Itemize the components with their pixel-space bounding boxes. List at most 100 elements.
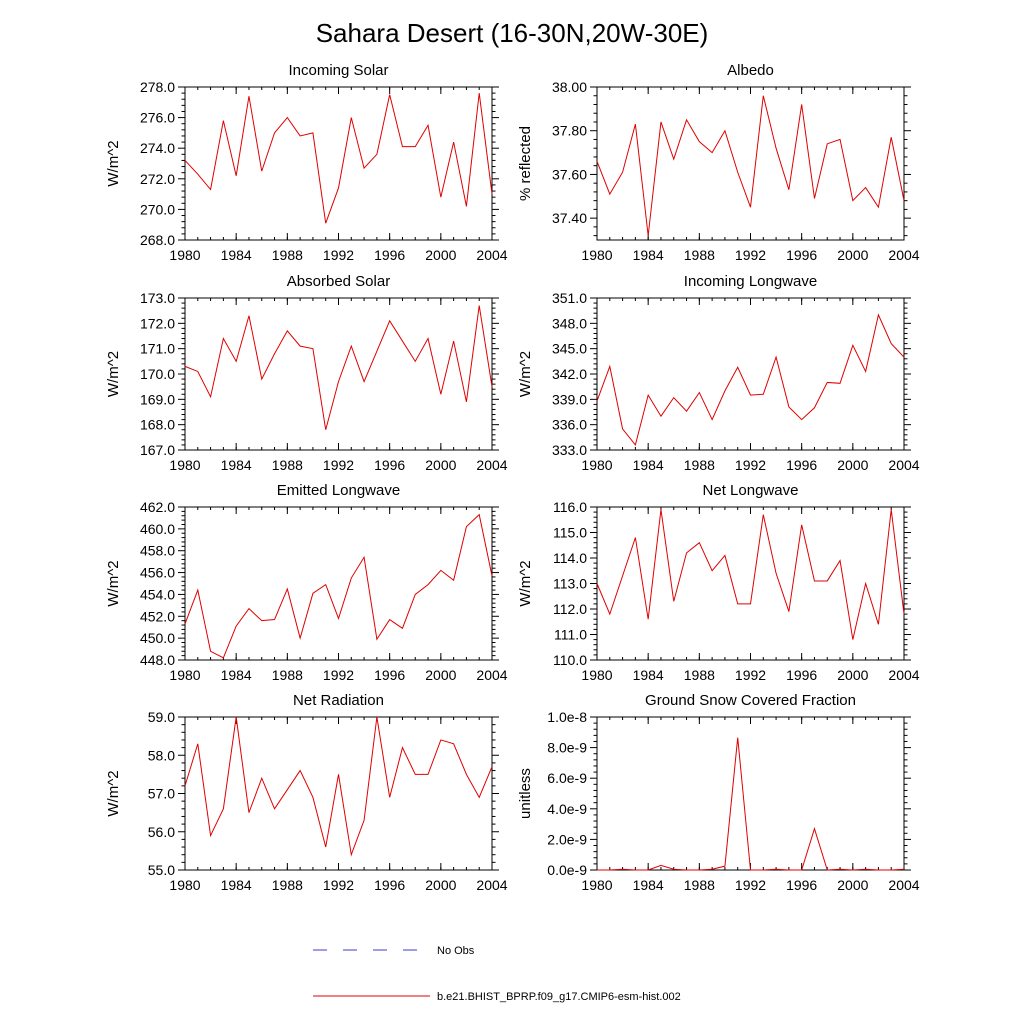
chart-panel: Incoming Solar W/m^2 1980 1984 1988 1992 1996 2… (105, 62, 508, 263)
x-tick-label: 2000 (837, 877, 868, 893)
x-tick-label: 2004 (476, 247, 507, 263)
y-tick-label: 59.0 (148, 709, 175, 725)
y-tick-label: 348.0 (552, 315, 587, 331)
y-tick-label: 56.0 (148, 824, 175, 840)
x-tick-label: 1984 (633, 667, 664, 683)
x-tick-label: 1980 (581, 877, 612, 893)
x-tick-label: 1996 (786, 667, 817, 683)
x-tick-label: 2000 (837, 667, 868, 683)
x-tick-label: 1980 (169, 877, 200, 893)
series-line (596, 313, 905, 447)
x-tick-label: 2004 (888, 457, 919, 473)
x-tick-label: 2004 (476, 457, 507, 473)
x-tick-label: 1984 (221, 667, 252, 683)
y-tick-label: 110.0 (553, 652, 587, 668)
y-axis-label: unitless (517, 768, 534, 819)
y-axis-label: W/m^2 (105, 560, 122, 606)
plot-frame (596, 716, 905, 871)
panel-title: Net Radiation (293, 692, 384, 709)
x-tick-label: 1988 (684, 457, 715, 473)
series-line (184, 305, 493, 430)
x-tick-label: 1980 (581, 247, 612, 263)
panel-title: Absorbed Solar (287, 273, 390, 290)
x-tick-label: 1992 (735, 667, 766, 683)
y-tick-label: 462.0 (140, 499, 175, 515)
y-tick-label: 114.0 (553, 550, 587, 566)
x-tick-label: 1988 (272, 877, 303, 893)
plot-frame (184, 716, 493, 871)
y-tick-label: 460.0 (140, 521, 175, 537)
y-tick-label: 458.0 (140, 543, 175, 559)
x-tick-label: 1996 (374, 667, 405, 683)
x-tick-label: 1996 (374, 247, 405, 263)
x-tick-label: 2004 (476, 877, 507, 893)
series-line (597, 737, 905, 871)
x-tick-label: 2000 (837, 247, 868, 263)
x-tick-label: 1992 (735, 247, 766, 263)
y-axis-label: W/m^2 (105, 351, 122, 397)
y-tick-label: 55.0 (148, 862, 175, 878)
y-tick-label: 278.0 (140, 79, 175, 95)
y-tick-label: 171.0 (140, 341, 175, 357)
panel-title: Ground Snow Covered Fraction (645, 692, 856, 709)
x-tick-label: 1992 (735, 877, 766, 893)
x-tick-label: 1984 (633, 247, 664, 263)
y-tick-label: 173.0 (140, 290, 175, 306)
x-tick-label: 1988 (272, 457, 303, 473)
y-tick-label: 57.0 (148, 786, 175, 802)
y-tick-label: 452.0 (140, 608, 175, 624)
chart-panel: Emitted Longwave W/m^2 1980 1984 1988 1992 199… (105, 482, 508, 683)
y-tick-label: 169.0 (140, 391, 175, 407)
y-tick-label: 0.0e-9 (547, 862, 587, 878)
panel-title: Albedo (727, 62, 774, 79)
y-axis-label: W/m^2 (105, 140, 122, 186)
x-tick-label: 2000 (425, 667, 456, 683)
x-tick-label: 2004 (476, 667, 507, 683)
x-tick-label: 1996 (374, 877, 405, 893)
y-tick-label: 4.0e-9 (547, 801, 587, 817)
legend-obs-label: No Obs (437, 945, 475, 957)
x-tick-label: 1996 (786, 247, 817, 263)
y-tick-label: 37.40 (552, 210, 587, 226)
y-tick-label: 37.80 (552, 123, 587, 139)
panels: Incoming Solar W/m^2 1980 1984 1988 1992 1996 2… (105, 62, 920, 893)
x-tick-label: 1988 (272, 667, 303, 683)
panel-title: Net Longwave (703, 482, 799, 499)
y-tick-label: 276.0 (140, 110, 175, 126)
chart-panel: Absorbed Solar W/m^2 1980 1984 1988 1992 1996 2… (105, 273, 508, 473)
x-tick-label: 1984 (633, 457, 664, 473)
x-tick-label: 1984 (221, 247, 252, 263)
chart-panel: Net Longwave W/m^2 1980 1984 1988 1992 1996 200… (517, 482, 920, 683)
y-tick-label: 450.0 (140, 630, 175, 646)
y-tick-label: 454.0 (140, 586, 175, 602)
x-tick-label: 1988 (684, 877, 715, 893)
y-tick-label: 342.0 (552, 366, 587, 382)
legend-model-label: b.e21.BHIST_BPRP.f09_g17.CMIP6-esm-hist.… (437, 991, 681, 1003)
x-tick-label: 2004 (888, 877, 919, 893)
series-line (596, 509, 905, 640)
x-tick-label: 2000 (425, 247, 456, 263)
x-tick-label: 1996 (786, 457, 817, 473)
x-tick-label: 1980 (169, 247, 200, 263)
y-tick-label: 37.60 (552, 166, 587, 182)
plot-frame (596, 86, 905, 241)
x-tick-label: 1984 (633, 877, 664, 893)
legend: No Obs b.e21.BHIST_BPRP.f09_g17.CMIP6-es… (313, 945, 681, 1003)
y-axis-label: W/m^2 (105, 770, 122, 816)
y-tick-label: 2.0e-9 (547, 831, 587, 847)
x-tick-label: 1992 (323, 457, 354, 473)
y-axis-label: W/m^2 (517, 351, 534, 397)
x-tick-label: 1988 (684, 667, 715, 683)
x-tick-label: 2000 (837, 457, 868, 473)
x-tick-label: 1988 (684, 247, 715, 263)
x-tick-label: 2004 (888, 667, 919, 683)
series-line (184, 716, 493, 857)
y-tick-label: 113.0 (553, 576, 587, 592)
y-tick-label: 456.0 (140, 565, 175, 581)
x-tick-label: 1980 (169, 457, 200, 473)
panel-title: Incoming Solar (288, 62, 388, 79)
y-tick-label: 111.0 (554, 627, 587, 643)
x-tick-label: 1992 (735, 457, 766, 473)
y-tick-label: 8.0e-9 (547, 740, 587, 756)
y-tick-label: 1.0e-8 (547, 709, 587, 725)
